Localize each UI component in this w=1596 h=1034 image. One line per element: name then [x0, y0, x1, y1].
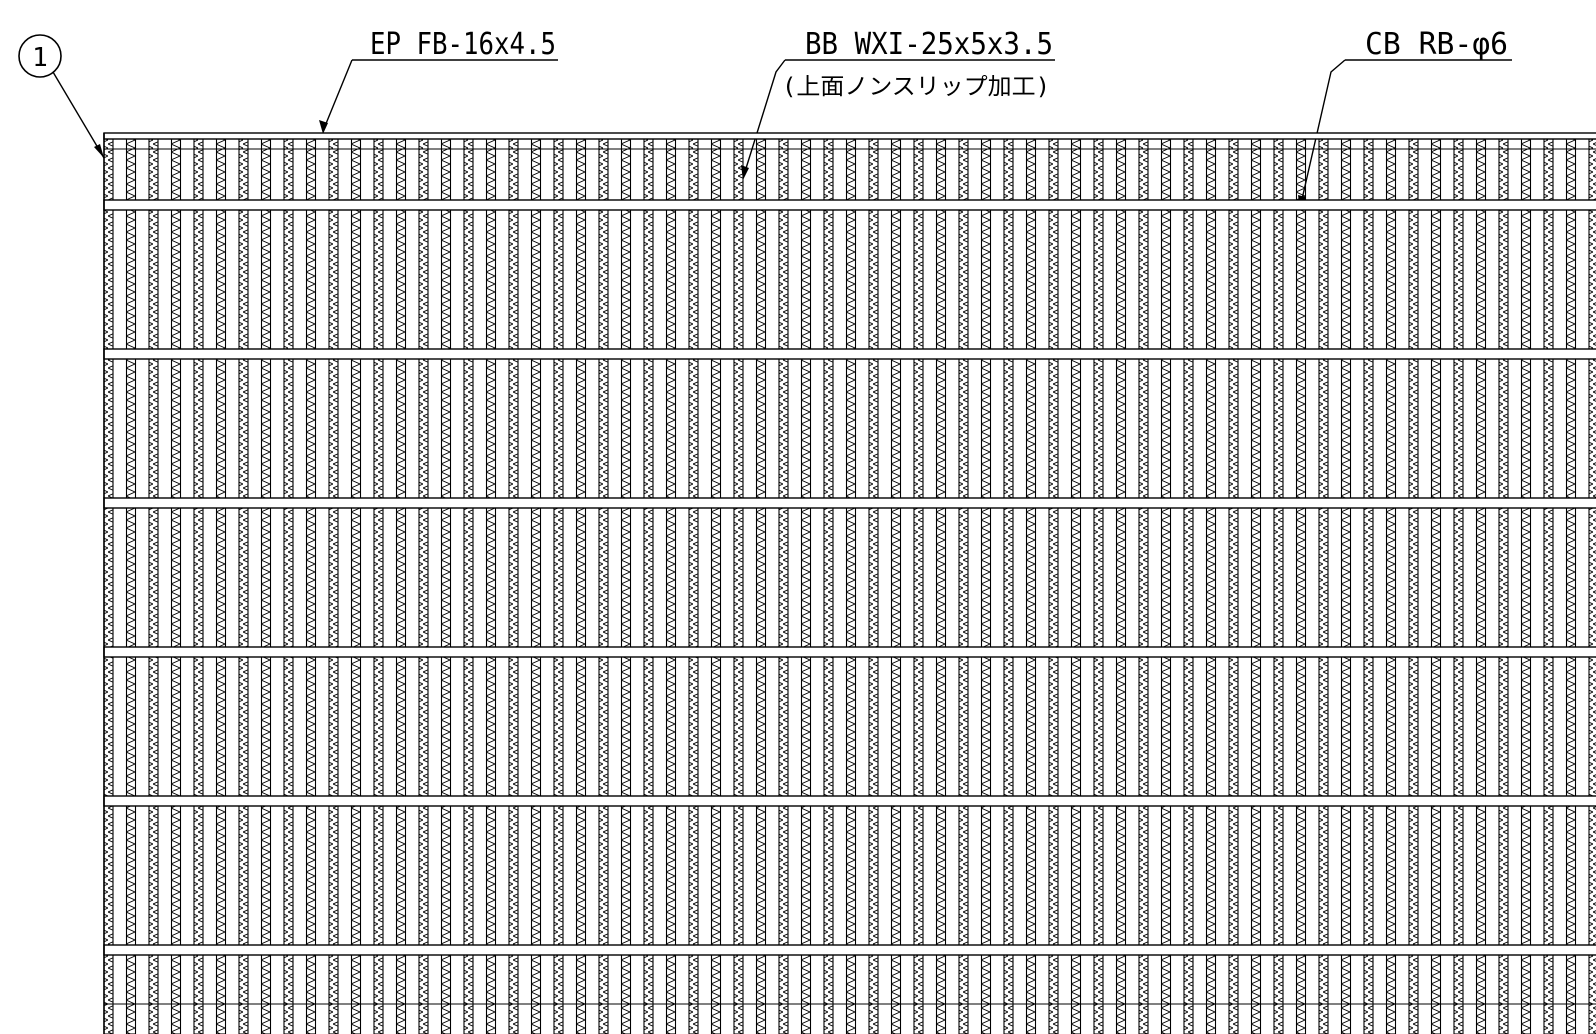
bearing-bar: [1093, 138, 1104, 1034]
callout-circle: [18, 34, 62, 78]
bearing-bar: [328, 138, 339, 1034]
cross-bar-leader: [1299, 59, 1346, 209]
bearing-bar-label: BB WXI-25x5x3.5: [805, 27, 1053, 62]
bearing-bar: [463, 138, 474, 1034]
callout-arrowhead: [94, 144, 104, 158]
bearing-bar: [1363, 138, 1374, 1034]
cross-bar-label: CB RB-φ6: [1365, 27, 1508, 62]
bearing-bar: [1475, 138, 1487, 1034]
bearing-bar: [823, 138, 834, 1034]
bearing-bar: [980, 138, 992, 1034]
bearing-bar: [688, 138, 699, 1034]
bearing-bar: [845, 138, 857, 1034]
bearing-bar: [575, 138, 587, 1034]
grating-panel: [103, 132, 1596, 1034]
bearing-bar: [350, 138, 362, 1034]
bearing-bar: [1003, 138, 1014, 1034]
cross-bar: [103, 348, 1596, 360]
cross-bar: [103, 646, 1596, 658]
bearing-bar: [620, 138, 632, 1034]
bearing-bar: [958, 138, 969, 1034]
bearing-bar: [733, 138, 744, 1034]
bearing-bar: [778, 138, 789, 1034]
bearing-bar: [305, 138, 317, 1034]
cross-bar: [103, 944, 1596, 956]
cross-bar: [103, 795, 1596, 807]
label-end-plate: EP FB-16x4.5: [352, 27, 558, 62]
callout-leader: [52, 71, 105, 159]
bearing-bar: [373, 138, 384, 1034]
leader-lines: [52, 59, 1346, 209]
bearing-bar: [755, 138, 767, 1034]
bearing-bar-leader: [742, 59, 786, 179]
bearing-bar: [1543, 138, 1554, 1034]
label-bearing-bar: BB WXI-25x5x3.5 (上面ノンスリップ加工): [782, 27, 1055, 100]
bearing-bar: [508, 138, 519, 1034]
bearing-bar: [125, 138, 137, 1034]
bearing-bar: [935, 138, 947, 1034]
bearing-bar: [1160, 138, 1172, 1034]
bearing-bar: [148, 138, 159, 1034]
bearing-bar: [170, 138, 182, 1034]
bearing-bar: [238, 138, 249, 1034]
cross-bar: [103, 497, 1596, 509]
bearing-bar: [1115, 138, 1127, 1034]
bearing-bar: [1250, 138, 1262, 1034]
bearing-bar: [283, 138, 294, 1034]
bearing-bar: [260, 138, 272, 1034]
bearing-bar: [418, 138, 429, 1034]
end-plate: [103, 132, 1596, 140]
cross-bar: [103, 199, 1596, 211]
label-cross-bar: CB RB-φ6: [1345, 27, 1512, 62]
bearing-bar: [1453, 138, 1464, 1034]
bearing-bar: [553, 138, 564, 1034]
callout-bubble: 1: [18, 34, 62, 78]
bearing-bar: [1340, 138, 1352, 1034]
bearing-bar: [643, 138, 654, 1034]
bearing-bar: [1430, 138, 1442, 1034]
callout-number: 1: [32, 43, 48, 73]
bearing-bar: [890, 138, 902, 1034]
end-plate-arrowhead: [319, 120, 328, 134]
bearing-bar: [1408, 138, 1419, 1034]
bearing-bar: [193, 138, 204, 1034]
bearing-bar: [1205, 138, 1217, 1034]
bearing-bar: [800, 138, 812, 1034]
end-plate-leader: [322, 59, 353, 132]
bearing-bar: [440, 138, 452, 1034]
bearing-bar: [1318, 138, 1329, 1034]
bearing-bar: [1498, 138, 1509, 1034]
bearing-bar: [598, 138, 609, 1034]
bearing-bar: [1183, 138, 1194, 1034]
bearing-bar: [1588, 138, 1596, 1034]
bearing-bar: [1273, 138, 1284, 1034]
bearing-bar-note: (上面ノンスリップ加工): [782, 74, 1050, 100]
bearing-bar: [103, 138, 114, 1034]
bearing-bar: [1025, 138, 1037, 1034]
bearing-bar: [530, 138, 542, 1034]
bearing-bar: [1565, 138, 1577, 1034]
bearing-bar: [1048, 138, 1059, 1034]
bearing-bar: [395, 138, 407, 1034]
bearing-bar: [1138, 138, 1149, 1034]
bearing-bar: [1295, 138, 1307, 1034]
bearing-bar: [215, 138, 227, 1034]
bearing-bar: [710, 138, 722, 1034]
bearing-bar: [913, 138, 924, 1034]
bearing-bar: [1520, 138, 1532, 1034]
bearing-bar: [1070, 138, 1082, 1034]
bearing-bar: [1385, 138, 1397, 1034]
bearing-bar: [868, 138, 879, 1034]
end-plate-label: EP FB-16x4.5: [370, 27, 556, 62]
bearing-bar: [485, 138, 497, 1034]
bearing-bar: [1228, 138, 1239, 1034]
bearing-bar: [665, 138, 677, 1034]
